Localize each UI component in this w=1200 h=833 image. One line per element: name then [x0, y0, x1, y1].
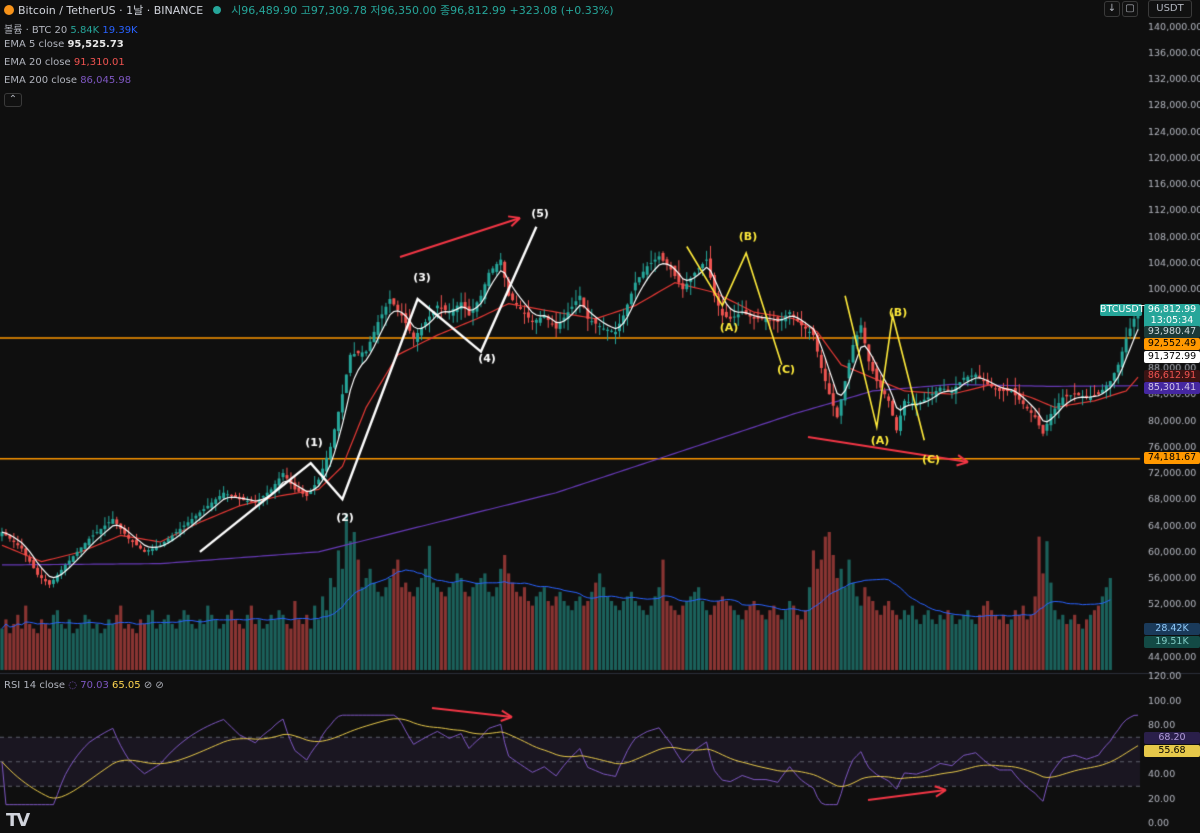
frame-icon: ▢: [1125, 3, 1135, 14]
volume-ma-value: 19.39K: [102, 25, 138, 36]
rsi-legend[interactable]: RSI 14 close ◌ 70.03 65.05 ⊘ ⊘: [4, 680, 164, 691]
tradingview-logo[interactable]: TV: [6, 810, 30, 831]
currency-select[interactable]: USDT: [1148, 0, 1192, 18]
arrow-down-icon: ↓: [1107, 3, 1117, 14]
rsi-tag-2: 55.68: [1144, 745, 1200, 757]
volume-legend[interactable]: 볼륨 · BTC 20 5.84K 19.39K: [4, 21, 138, 36]
symbol-tag: BTCUSDT: [1100, 304, 1145, 316]
ohlc-readout: 시96,489.90 고97,309.78 저96,350.00 종96,812…: [231, 4, 614, 17]
currency-label: USDT: [1156, 3, 1184, 14]
collapse-legend-button[interactable]: ⌃: [4, 93, 22, 107]
ema5-value: 95,525.73: [67, 39, 124, 50]
chart-header: Bitcoin / TetherUS · 1날 · BINANCE 시96,48…: [4, 2, 614, 18]
symbol-title[interactable]: Bitcoin / TetherUS · 1날 · BINANCE: [18, 4, 204, 17]
ema5-label: EMA 5 close: [4, 39, 65, 50]
bitcoin-logo-icon: [4, 5, 14, 15]
rsi-value: 70.03: [80, 680, 109, 691]
price-tag-3: 91,372.99: [1144, 351, 1200, 363]
price-tag-1: 93,980.47: [1144, 326, 1200, 338]
rsi-circle-icon: ◌: [68, 680, 78, 691]
volume-value: 5.84K: [70, 25, 100, 36]
ema200-value: 86,045.98: [80, 75, 132, 86]
ema200-legend[interactable]: EMA 200 close 86,045.98: [4, 75, 131, 86]
rsi-ma-value: 65.05: [112, 680, 141, 691]
fullscreen-button[interactable]: ▢: [1122, 1, 1138, 17]
ema20-label: EMA 20 close: [4, 57, 71, 68]
last-price-value: 96,812.99: [1147, 304, 1197, 315]
price-tag-6: 74,181.67: [1144, 452, 1200, 464]
ema5-legend[interactable]: EMA 5 close 95,525.73: [4, 39, 124, 50]
price-tag-4: 86,612.91: [1144, 370, 1200, 382]
volume-tag-2: 19.51K: [1144, 636, 1200, 648]
hide-icon[interactable]: ⊘ ⊘: [143, 680, 164, 691]
scroll-down-button[interactable]: ↓: [1104, 1, 1120, 17]
ema200-label: EMA 200 close: [4, 75, 77, 86]
rsi-tag-1: 68.20: [1144, 732, 1200, 744]
price-tag-5: 85,301.41: [1144, 382, 1200, 394]
volume-label: 볼륨 · BTC 20: [4, 25, 68, 36]
market-open-icon: [213, 6, 222, 14]
ema20-value: 91,310.01: [73, 57, 125, 68]
price-tag-2: 92,552.49: [1144, 338, 1200, 350]
volume-tag-1: 28.42K: [1144, 623, 1200, 635]
chevron-up-icon: ⌃: [8, 94, 18, 105]
rsi-label: RSI 14 close: [4, 680, 66, 691]
last-price-tag: [1144, 304, 1200, 328]
countdown-value: 13:05:34: [1150, 315, 1194, 326]
ema20-legend[interactable]: EMA 20 close 91,310.01: [4, 57, 125, 68]
